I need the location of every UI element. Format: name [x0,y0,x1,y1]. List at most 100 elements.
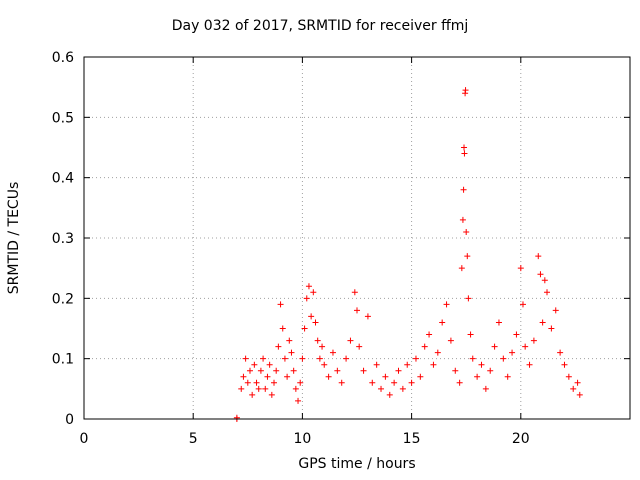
data-point [574,379,581,386]
y-tick-label: 0.1 [52,352,74,368]
data-point [266,361,273,368]
data-point [295,397,302,404]
data-point [417,373,424,380]
data-point [461,144,468,151]
data-point [469,355,476,362]
data-point [347,337,354,344]
data-point [395,367,402,374]
data-point [255,385,262,392]
data-point [244,379,251,386]
data-point [273,367,280,374]
data-point [260,355,267,362]
data-point [299,355,306,362]
x-tick-label: 20 [512,431,530,447]
data-point [277,301,284,308]
data-point [275,343,282,350]
data-point [233,414,240,421]
data-point [391,379,398,386]
data-points [233,87,583,422]
data-point [443,301,450,308]
data-point [319,343,326,350]
data-point [325,373,332,380]
data-point [456,379,463,386]
data-point [382,373,389,380]
data-point [310,289,317,296]
data-point [463,228,470,235]
data-point [246,367,253,374]
data-point [462,87,469,94]
data-point [557,349,564,356]
grid [84,57,630,419]
x-axis-label: GPS time / hours [298,456,416,472]
data-point [570,385,577,392]
data-point [509,349,516,356]
data-point [242,355,249,362]
data-point [519,301,526,308]
data-point [249,391,256,398]
data-point [257,367,264,374]
axis-ticks: 0 0.1 0.2 0.3 0.4 0.5 0.6 0 5 10 15 20 [52,50,630,447]
data-point [467,331,474,338]
y-tick-label: 0.2 [52,291,74,307]
data-point [434,349,441,356]
data-point [312,319,319,326]
data-point [552,307,559,314]
data-point [461,150,468,157]
data-point [447,337,454,344]
data-point [426,331,433,338]
data-point [308,313,315,320]
data-point [464,253,471,260]
data-point [334,367,341,374]
data-point [271,379,278,386]
y-tick-label: 0 [65,412,74,428]
data-point [292,385,299,392]
x-tick-label: 5 [189,431,198,447]
data-point [576,391,583,398]
data-point [504,373,511,380]
data-point [495,319,502,326]
data-point [369,379,376,386]
data-point [526,361,533,368]
data-point [430,361,437,368]
data-point [522,343,529,350]
data-point [343,355,350,362]
data-point [303,295,310,302]
data-point [314,337,321,344]
y-tick-label: 0.3 [52,231,74,247]
data-point [301,325,308,332]
data-point [356,343,363,350]
data-point [316,355,323,362]
data-point [408,379,415,386]
data-point [240,373,247,380]
data-point [264,373,271,380]
data-point [537,271,544,278]
data-point [459,216,466,223]
data-point [544,289,551,296]
data-point [478,361,485,368]
y-tick-label: 0.6 [52,50,74,66]
data-point [482,385,489,392]
data-point [421,343,428,350]
data-point [465,295,472,302]
data-point [458,265,465,272]
data-point [373,361,380,368]
data-point [281,355,288,362]
x-tick-label: 15 [403,431,421,447]
data-point [412,355,419,362]
data-point [561,361,568,368]
data-point [539,319,546,326]
data-point [238,385,245,392]
data-point [288,349,295,356]
data-point [351,289,358,296]
data-point [290,367,297,374]
x-tick-label: 0 [80,431,89,447]
data-point [253,379,260,386]
data-point [548,325,555,332]
x-tick-label: 10 [293,431,311,447]
data-point [500,355,507,362]
data-point [364,313,371,320]
data-point [279,325,286,332]
data-point [297,379,304,386]
y-tick-label: 0.5 [52,110,74,126]
